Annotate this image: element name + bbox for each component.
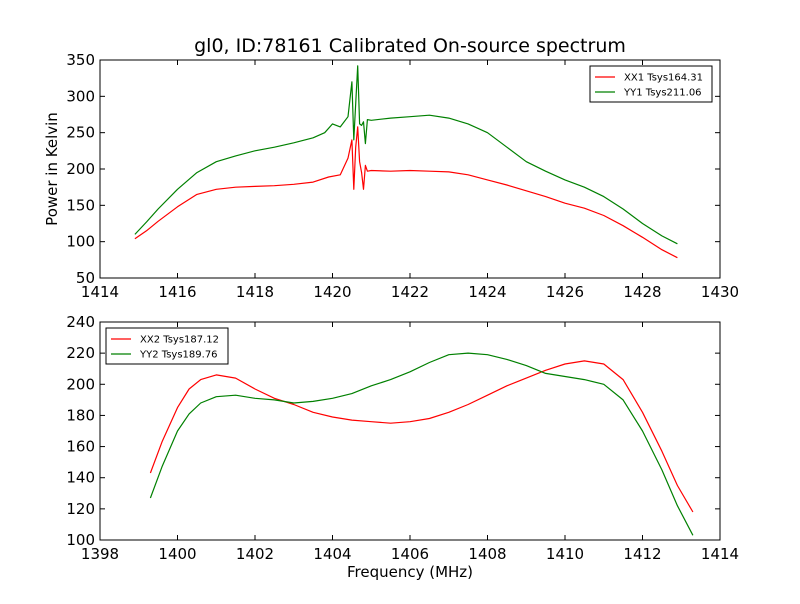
y-tick-label: 100 (66, 531, 95, 549)
legend-label: YY2 Tsys189.76 (139, 350, 218, 361)
x-tick-label: 1408 (468, 545, 506, 563)
x-tick-label: 1424 (468, 283, 506, 301)
y-tick-label: 140 (66, 469, 95, 487)
x-tick-label: 1400 (158, 545, 196, 563)
y-tick-label: 150 (66, 196, 95, 214)
x-tick-label: 1398 (81, 545, 119, 563)
x-tick-label: 1428 (623, 283, 661, 301)
x-tick-label: 1414 (701, 545, 739, 563)
x-tick-label: 1406 (391, 545, 429, 563)
y-tick-label: 100 (66, 233, 95, 251)
top-plot: 1414 1416 1418 1420 1422 1424 1426 1428 1430 50 10… (43, 51, 739, 301)
x-axis-label: Frequency (MHz) (347, 563, 473, 581)
legend-label: XX1 Tsys164.31 (624, 73, 703, 84)
x-tick-label: 1410 (546, 545, 584, 563)
x-tick-label: 1426 (546, 283, 584, 301)
x-tick-label: 1404 (313, 545, 351, 563)
legend-box (105, 327, 229, 365)
y-tick-label: 200 (66, 375, 95, 393)
y-tick-label: 180 (66, 406, 95, 424)
legend-label: XX2 Tsys187.12 (140, 335, 219, 346)
legend-box (589, 65, 713, 103)
y-tick-label: 300 (66, 87, 95, 105)
series-line-xx2 (149, 360, 694, 513)
x-tick-label: 1420 (313, 283, 351, 301)
x-tick-label: 1416 (158, 283, 196, 301)
x-tick-label: 1422 (391, 283, 429, 301)
legend: XX1 Tsys164.31 YY1 Tsys211.06 (589, 65, 713, 103)
y-tick-label: 250 (66, 124, 95, 142)
series-line-xx1 (134, 126, 678, 259)
x-tick-label: 1414 (81, 283, 119, 301)
figure-title: gl0, ID:78161 Calibrated On-source spect… (194, 35, 626, 57)
y-axis-label: Power in Kelvin (43, 112, 61, 226)
x-tick-label: 1430 (701, 283, 739, 301)
y-tick-label: 200 (66, 160, 95, 178)
y-tick-label: 350 (66, 51, 95, 69)
y-tick-label: 220 (66, 344, 95, 362)
y-tick-label: 160 (66, 438, 95, 456)
series-line-yy2 (149, 352, 694, 536)
x-tick-label: 1412 (623, 545, 661, 563)
y-tick-label: 240 (66, 313, 95, 331)
series-line-yy1 (134, 65, 678, 245)
legend-label: YY1 Tsys211.06 (623, 88, 702, 99)
y-tick-label: 120 (66, 500, 95, 518)
legend: XX2 Tsys187.12 YY2 Tsys189.76 (105, 327, 229, 365)
x-tick-label: 1418 (236, 283, 274, 301)
bottom-plot: 1398 1400 1402 1404 1406 1408 1410 1412 1414 100 1… (66, 313, 739, 581)
y-tick-label: 50 (76, 269, 95, 287)
x-tick-label: 1402 (236, 545, 274, 563)
